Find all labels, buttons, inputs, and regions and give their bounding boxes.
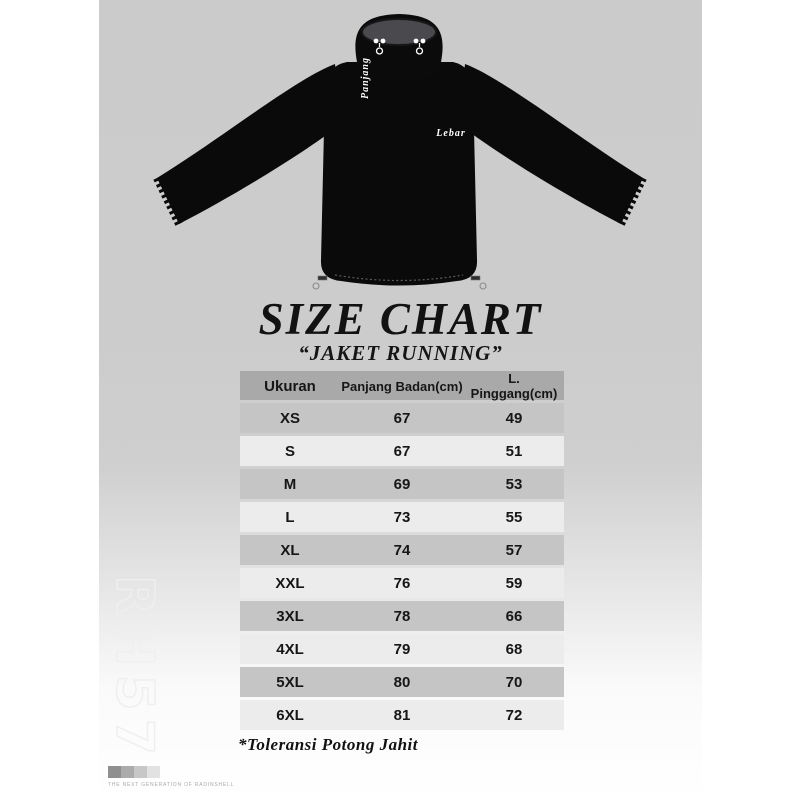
table-row: S 67 51 [240, 436, 564, 466]
table-row: 5XL 80 70 [240, 667, 564, 697]
l-pinggang-cell: 55 [505, 508, 523, 526]
hood-opening [361, 18, 437, 46]
size-chart-panel: Panjang Lebar SIZE CHART “JAKET RUNNING”… [99, 0, 702, 800]
panjang-badan-cell: 76 [393, 574, 411, 592]
brand-vertical-logo: RH57 [103, 574, 165, 763]
hem-toggle-right [470, 275, 487, 290]
l-pinggang-cell: 66 [505, 607, 523, 625]
table-row: XS 67 49 [240, 403, 564, 433]
title-block: SIZE CHART “JAKET RUNNING” [99, 296, 702, 364]
jacket-illustration: Panjang Lebar [153, 14, 647, 290]
table-row: XL 74 57 [240, 535, 564, 565]
col-header-l-pinggang: L. Pinggang(cm) [470, 371, 558, 401]
table-header-row: Ukuran Panjang Badan(cm) L. Pinggang(cm) [240, 371, 564, 401]
size-cell: XS [279, 409, 300, 427]
tolerance-footnote: *Toleransi Potong Jahit [238, 735, 418, 754]
l-pinggang-cell: 59 [505, 574, 523, 592]
jacket-body [320, 62, 478, 286]
table-row: XXL 76 59 [240, 568, 564, 598]
jacket-right-sleeve [459, 64, 643, 224]
col-header-ukuran: Ukuran [264, 377, 316, 395]
panjang-badan-cell: 81 [393, 706, 411, 724]
size-cell: 4XL [276, 640, 304, 658]
l-pinggang-cell: 49 [505, 409, 523, 427]
size-cell: L [285, 508, 295, 526]
right-cuff-rib [617, 176, 647, 226]
swatch-medium [121, 766, 134, 778]
page-subtitle: “JAKET RUNNING” [298, 341, 503, 365]
table-row: 6XL 81 72 [240, 700, 564, 730]
l-pinggang-cell: 51 [505, 442, 523, 460]
size-cell: XXL [275, 574, 305, 592]
size-cell: 6XL [276, 706, 304, 724]
swatch-lighter [147, 766, 160, 778]
jacket-label-panjang: Panjang [360, 57, 371, 99]
l-pinggang-cell: 68 [505, 640, 523, 658]
swatch-dark [108, 766, 121, 778]
table-row: 3XL 78 66 [240, 601, 564, 631]
col-header-panjang-badan: Panjang Badan(cm) [341, 378, 463, 394]
panjang-badan-cell: 78 [393, 607, 411, 625]
size-cell: 3XL [276, 607, 304, 625]
left-cuff-rib [153, 176, 183, 226]
table-row: M 69 53 [240, 469, 564, 499]
size-table: Ukuran Panjang Badan(cm) L. Pinggang(cm)… [240, 371, 564, 733]
panjang-badan-cell: 67 [393, 442, 411, 460]
page-title: SIZE CHART [258, 294, 543, 344]
l-pinggang-cell: 57 [505, 541, 523, 559]
l-pinggang-cell: 70 [505, 673, 523, 691]
hem-toggle-left [312, 275, 328, 290]
drawcord-toggle-left [373, 38, 386, 55]
panjang-badan-cell: 74 [393, 541, 411, 559]
l-pinggang-cell: 72 [505, 706, 523, 724]
panjang-badan-cell: 80 [393, 673, 411, 691]
table-row: L 73 55 [240, 502, 564, 532]
size-cell: 5XL [276, 673, 304, 691]
jacket-left-sleeve [157, 64, 341, 224]
swatch-light [134, 766, 147, 778]
size-cell: S [284, 442, 295, 460]
size-cell: M [283, 475, 297, 493]
table-row: 4XL 79 68 [240, 634, 564, 664]
panjang-badan-cell: 79 [393, 640, 411, 658]
l-pinggang-cell: 53 [505, 475, 523, 493]
panjang-badan-cell: 73 [393, 508, 411, 526]
panjang-badan-cell: 69 [393, 475, 411, 493]
gradient-swatch-bar [108, 766, 160, 778]
brand-tagline: THE NEXT GENERATION OF RADINSHELL [108, 782, 235, 788]
panjang-badan-cell: 67 [393, 409, 411, 427]
hem-stitch [334, 274, 464, 282]
drawcord-toggle-right [413, 38, 426, 55]
jacket-label-lebar: Lebar [435, 128, 465, 139]
size-cell: XL [280, 541, 300, 559]
